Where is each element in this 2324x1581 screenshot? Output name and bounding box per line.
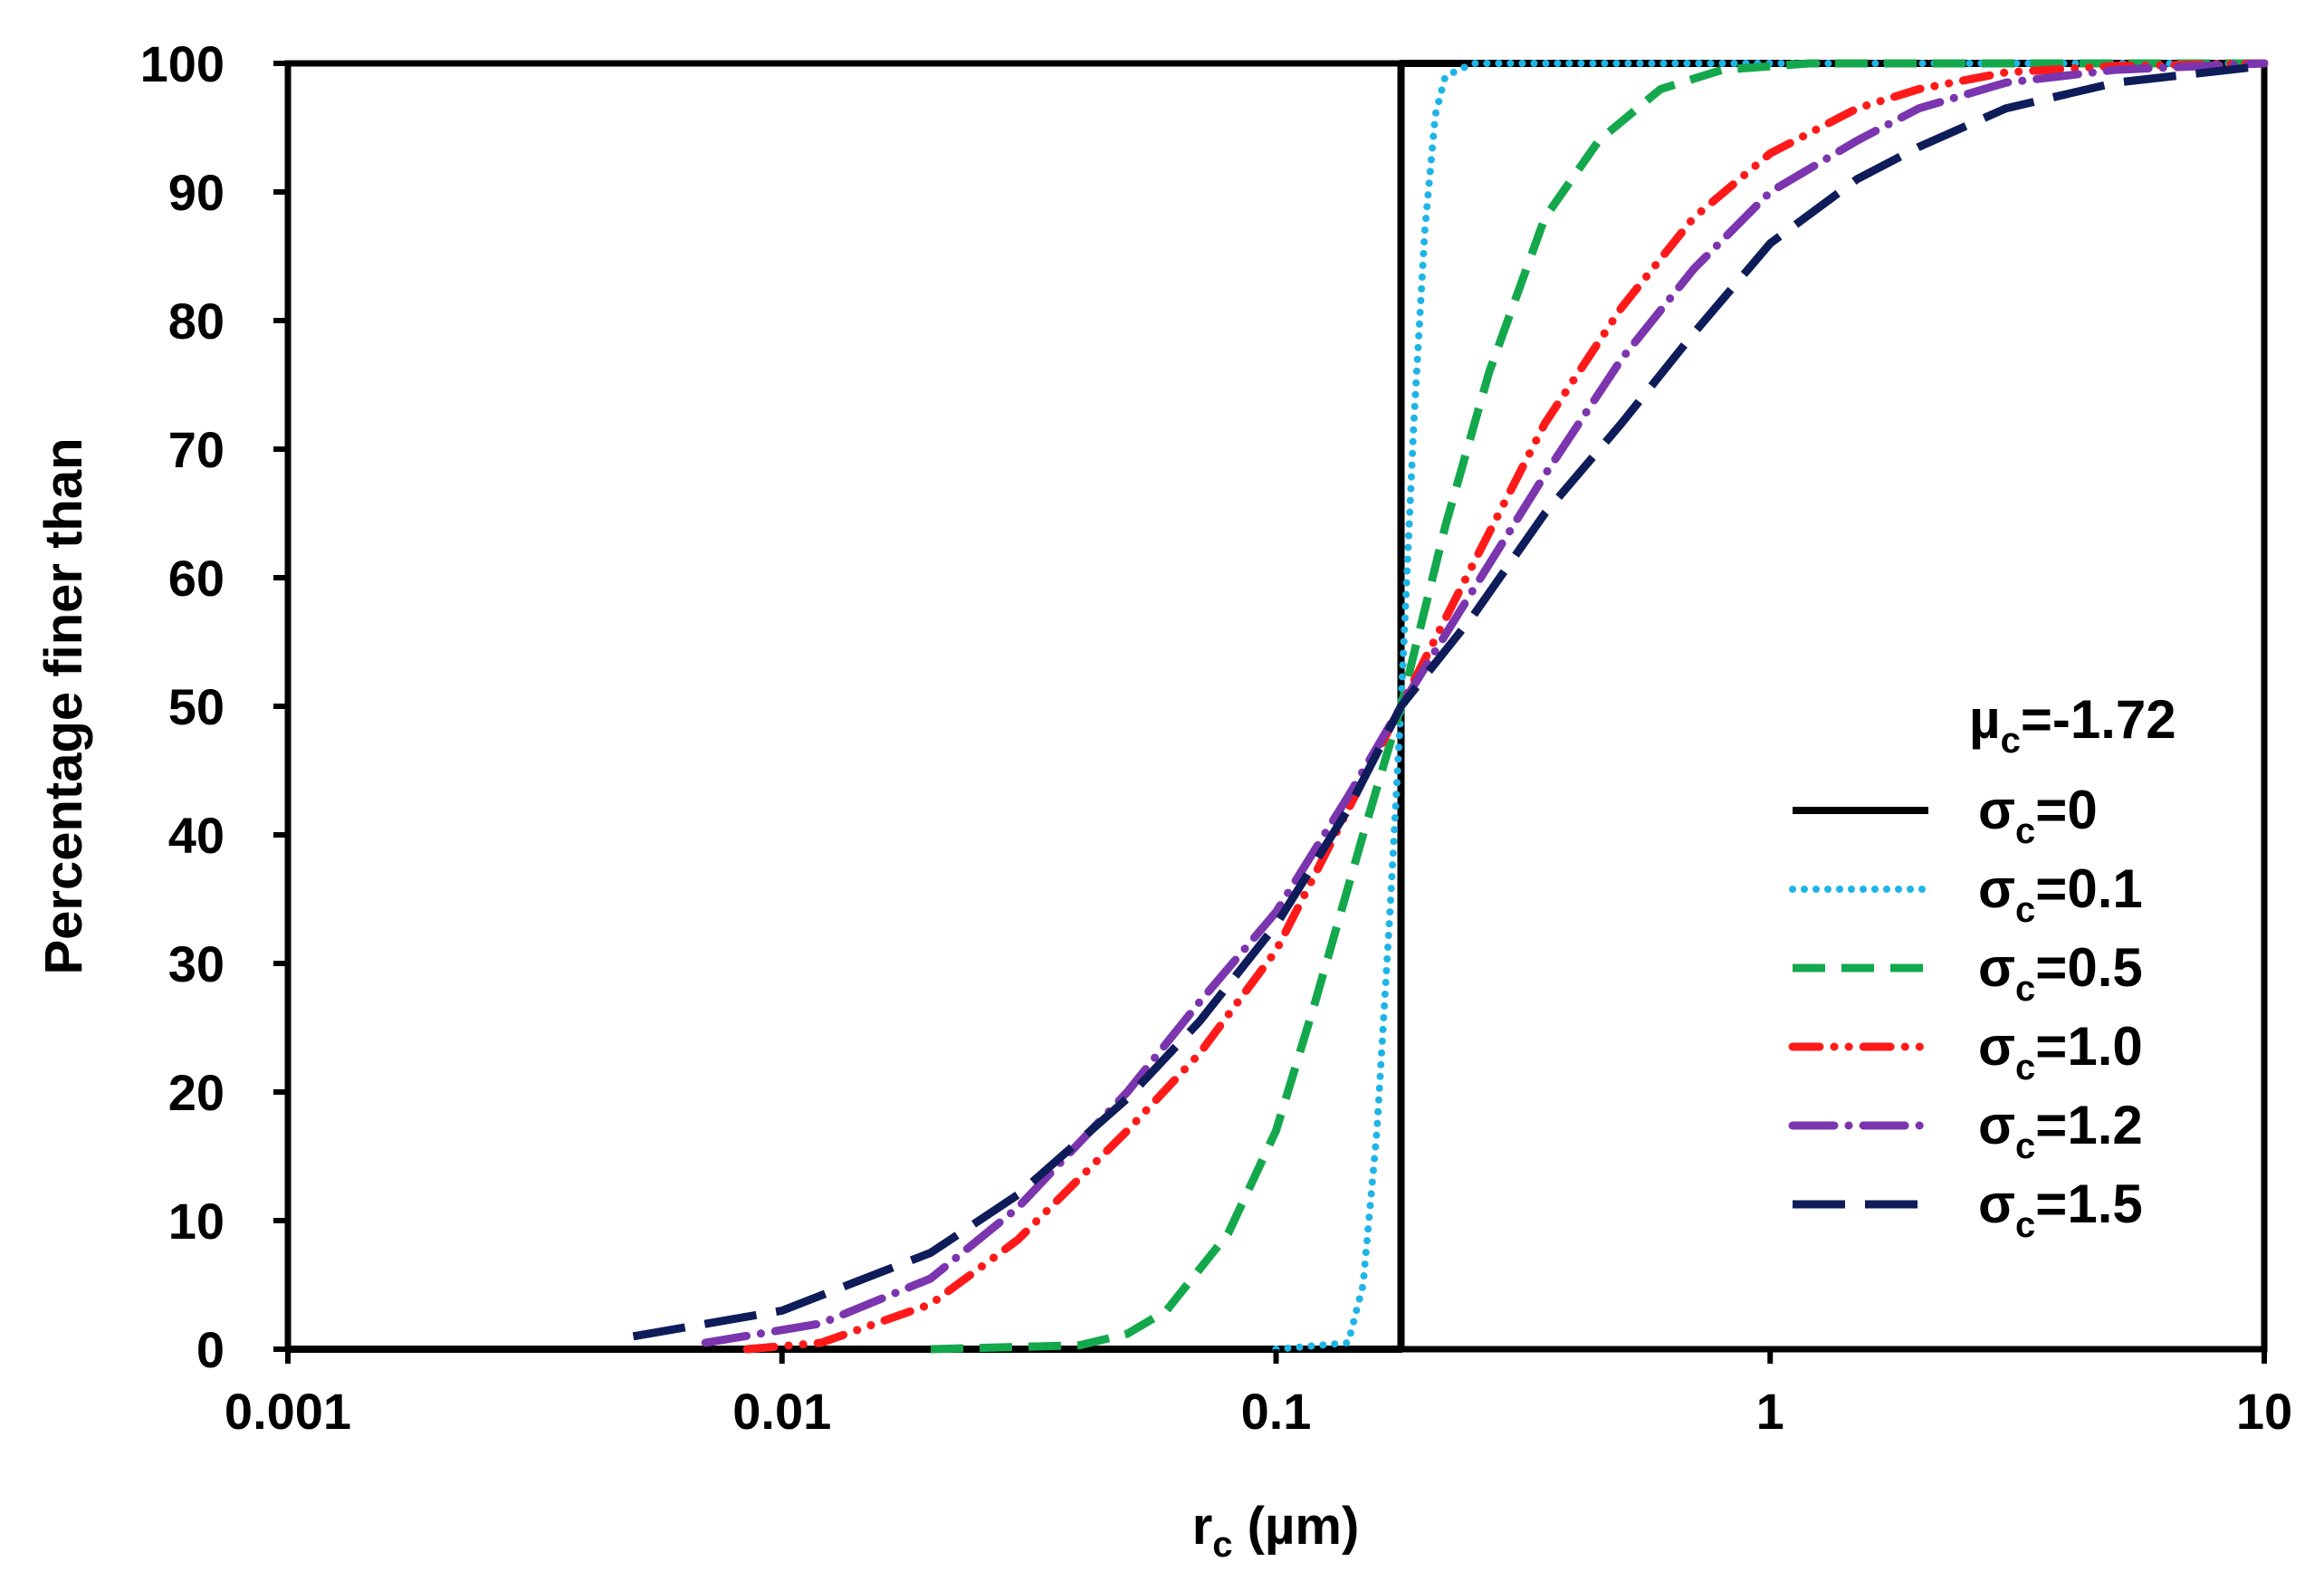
legend-title: µc=-1.72 (1969, 689, 2176, 761)
series-line-sigma-1 (742, 59, 2269, 1354)
legend-label-value: =1.5 (2035, 1174, 2142, 1234)
y-tick-label: 0 (196, 1321, 225, 1378)
x-tick-label: 0.1 (1241, 1383, 1312, 1440)
legend-label-sigma: σ (1978, 1174, 2015, 1234)
legend-title-mu: µ (1969, 689, 2001, 750)
legend-label: σc=0 (1978, 780, 2098, 851)
y-tick-label: 20 (168, 1064, 225, 1121)
plot-frame (284, 60, 2268, 1353)
legend-label-sigma: σ (1978, 780, 2015, 840)
x-axis-title-main: r (1192, 1497, 1213, 1556)
series-line-sigma-1-5 (632, 62, 2265, 1341)
x-axis-ticks: 0.001 0.01 0.1 1 10 (225, 1349, 2292, 1440)
legend: µc=-1.72 σc=0σc=0.1σc=0.5σc=1.0σc=1.2σc=… (1788, 689, 2176, 1245)
legend-label-subscript: c (2015, 1048, 2035, 1088)
legend-label-value: =0.5 (2035, 937, 2142, 998)
legend-label: σc=0.1 (1978, 858, 2143, 930)
series-line-sigma-0 (288, 60, 2264, 1353)
x-tick-label: 10 (2236, 1383, 2292, 1440)
legend-label-sigma: σ (1978, 1016, 2015, 1077)
y-axis-title: Percentage finer than (34, 437, 93, 974)
series-line-sigma-1-2 (701, 59, 2269, 1347)
y-tick-label: 80 (168, 292, 225, 350)
y-tick-label: 90 (168, 164, 225, 221)
legend-label-subscript: c (2015, 811, 2035, 851)
series-layer (288, 59, 2269, 1354)
x-tick-label: 0.01 (732, 1383, 831, 1440)
y-tick-label: 70 (168, 421, 225, 478)
x-tick-label: 1 (1756, 1383, 1784, 1440)
legend-label-value: =1.0 (2035, 1016, 2142, 1077)
legend-title-subscript: c (2001, 721, 2021, 761)
legend-label: σc=1.2 (1978, 1095, 2143, 1166)
legend-label-sigma: σ (1978, 1095, 2015, 1155)
legend-label-subscript: c (2015, 1126, 2035, 1166)
y-tick-label: 50 (168, 678, 225, 735)
legend-label-subscript: c (2015, 1205, 2035, 1245)
y-tick-label: 40 (168, 807, 225, 864)
legend-label-value: =0.1 (2035, 858, 2142, 919)
y-tick-label: 100 (140, 35, 225, 92)
legend-title-value: =-1.72 (2021, 689, 2176, 750)
plot-area: 0.001 0.01 0.1 1 10 0 10 20 30 40 50 60 70 80 90 100 (140, 35, 2293, 1440)
x-axis-title-subscript: c (1212, 1525, 1232, 1565)
legend-label: σc=0.5 (1978, 937, 2143, 1009)
x-axis-title-unit: (µm) (1233, 1497, 1360, 1556)
legend-entries: σc=0σc=0.1σc=0.5σc=1.0σc=1.2σc=1.5 (1788, 780, 2143, 1245)
y-tick-label: 10 (168, 1193, 225, 1250)
legend-label-subscript: c (2015, 890, 2035, 930)
legend-label-sigma: σ (1978, 937, 2015, 998)
y-tick-label: 60 (168, 550, 225, 607)
legend-label-subscript: c (2015, 969, 2035, 1009)
x-axis-title: rc (µm) (1192, 1497, 1360, 1565)
legend-label-value: =1.2 (2035, 1095, 2142, 1155)
y-axis-ticks: 0 10 20 30 40 50 60 70 80 90 100 (140, 35, 288, 1378)
legend-label-sigma: σ (1978, 858, 2015, 919)
y-tick-label: 30 (168, 935, 225, 992)
x-tick-label: 0.001 (225, 1383, 351, 1440)
legend-label: σc=1.0 (1978, 1016, 2143, 1088)
legend-label-value: =0 (2035, 780, 2097, 840)
legend-label: σc=1.5 (1978, 1174, 2143, 1245)
